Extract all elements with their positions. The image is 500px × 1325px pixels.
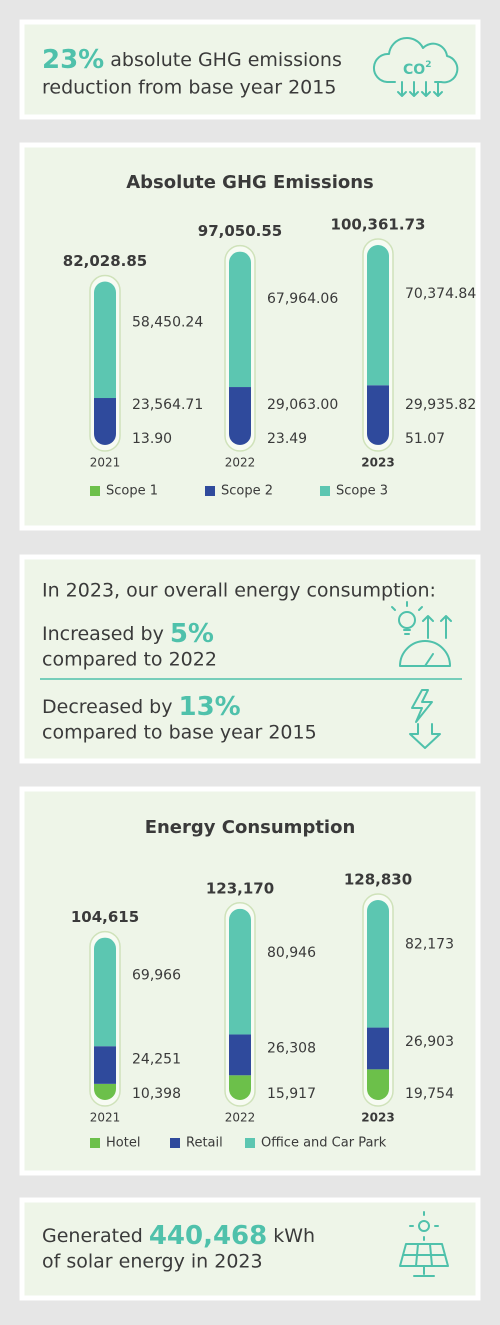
bar-stack [229,251,251,445]
bar-segment [367,385,389,445]
header-line2: reduction from base year 2015 [42,77,336,99]
legend-label: Scope 2 [221,484,273,499]
legend-swatch [90,486,100,496]
value-label: 51.07 [405,431,445,447]
value-label: 10,398 [132,1086,181,1102]
category-label: 2021 [90,1111,121,1125]
category-label: 2022 [225,1111,256,1125]
solar-line1: Generated 440,468 kWh [42,1221,315,1251]
unit: kWh [273,1225,315,1247]
text: absolute GHG emissions [110,49,342,71]
total-label: 128,830 [344,871,412,889]
legend-swatch [320,486,330,496]
value-label: 19,754 [405,1086,454,1102]
co: CO [403,62,425,78]
bar-segment [229,387,251,445]
bar-stack [94,281,116,445]
bar-segment [367,1027,389,1070]
summary-intro: In 2023, our overall energy consumption: [42,580,436,602]
value-label: 69,966 [132,968,181,984]
decrease-icon [409,689,441,749]
bar-segment [94,1046,116,1084]
co2-text: CO2 [403,60,431,79]
chart-title: Absolute GHG Emissions [126,172,374,193]
bar-segment [367,1069,389,1100]
value-label: 23.49 [267,431,307,447]
bar-segment [367,245,389,386]
value-label: 15,917 [267,1086,316,1102]
value-label: 24,251 [132,1051,181,1067]
bar-segment [229,908,251,1035]
total-label: 97,050.55 [198,222,282,240]
co2-icon [372,37,459,97]
header-line1: 23% absolute GHG emissions [42,45,342,75]
increase-line: Increased by 5% [42,619,214,649]
legend-label: Scope 3 [336,484,388,499]
value-label: 13.90 [132,431,172,447]
value-label: 26,903 [405,1034,454,1050]
decrease-suffix: compared to base year 2015 [42,722,317,744]
legend-label: Scope 1 [106,484,158,499]
decrease-line: Decreased by 13% [42,692,241,722]
highlight: 23% [42,45,104,75]
solar-value: 440,468 [149,1221,267,1251]
bar-segment [94,937,116,1047]
total-label: 123,170 [206,879,274,897]
bar-segment [94,398,116,445]
solar-line2: of solar energy in 2023 [42,1251,263,1273]
bar-segment [367,900,389,1028]
legend-label: Office and Car Park [261,1136,387,1151]
value-label: 23,564.71 [132,397,203,413]
bar-stack [94,937,116,1100]
increase-value: 5% [170,619,214,649]
bar-stack [229,908,251,1100]
chart-title: Energy Consumption [145,817,356,838]
legend-swatch [245,1138,255,1148]
value-label: 29,935.82 [405,397,476,413]
legend-swatch [170,1138,180,1148]
value-label: 82,173 [405,937,454,953]
category-label: 2023 [361,1111,394,1125]
category-label: 2021 [90,456,121,470]
legend-swatch [90,1138,100,1148]
bar-segment [229,1034,251,1076]
prefix: Increased by [42,623,164,645]
bar-segment [94,1083,116,1100]
total-label: 100,361.73 [331,216,426,234]
prefix: Generated [42,1225,143,1247]
solar-icon [399,1211,449,1277]
value-label: 80,946 [267,945,316,961]
value-label: 58,450.24 [132,314,203,330]
legend-label: Retail [186,1136,223,1151]
legend-label: Hotel [106,1136,140,1151]
decrease-value: 13% [179,692,241,722]
value-label: 26,308 [267,1041,316,1057]
subscript: 2 [425,60,431,70]
total-label: 104,615 [71,908,139,926]
value-label: 70,374.84 [405,286,476,302]
bar-segment [229,251,251,388]
prefix: Decreased by [42,696,173,718]
bar-segment [94,281,116,399]
bar-stack [367,245,389,445]
bar-stack [367,900,389,1100]
value-label: 29,063.00 [267,397,338,413]
category-label: 2022 [225,456,256,470]
increase-icon [391,601,452,667]
total-label: 82,028.85 [63,252,147,270]
value-label: 67,964.06 [267,291,338,307]
legend-swatch [205,486,215,496]
increase-suffix: compared to 2022 [42,649,217,671]
category-label: 2023 [361,456,394,470]
solar-card [19,1197,481,1301]
energy-summary-card [19,554,481,764]
bar-segment [229,1075,251,1100]
